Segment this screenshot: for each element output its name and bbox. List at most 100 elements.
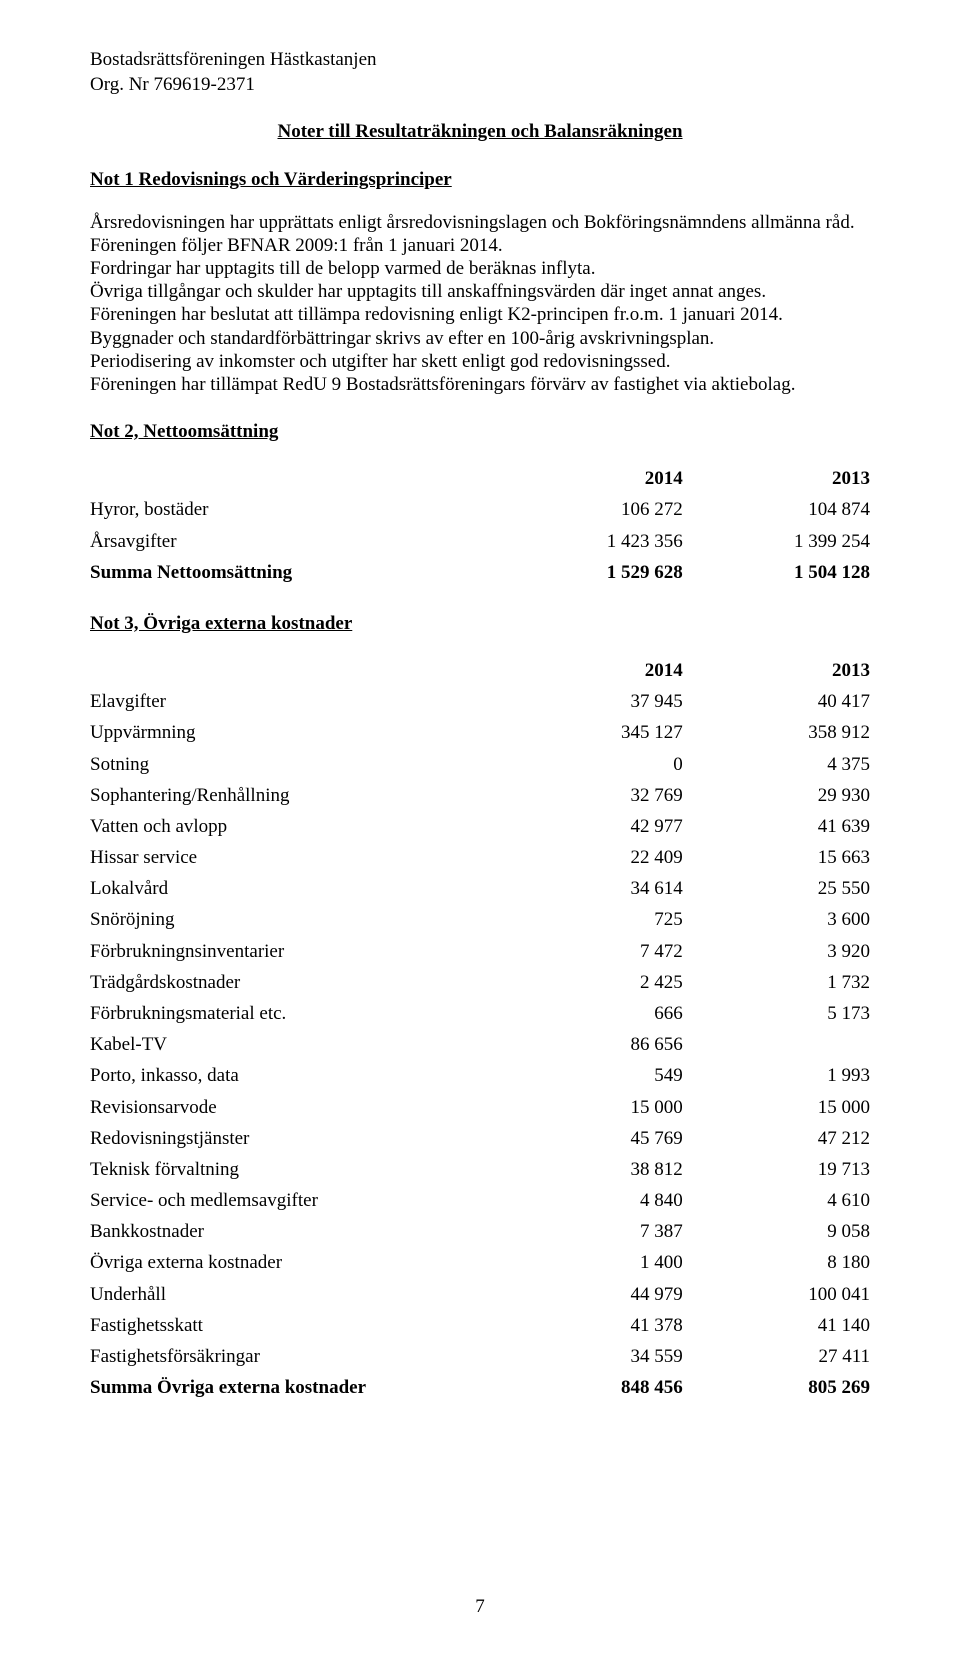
row-label: Trädgårdskostnader: [90, 967, 496, 998]
page: Bostadsrättsföreningen Hästkastanjen Org…: [0, 0, 960, 1658]
row-label: Sophantering/Renhållning: [90, 780, 496, 811]
table-row: Sophantering/Renhållning32 76929 930: [90, 780, 870, 811]
row-value-b: 4 610: [683, 1185, 870, 1216]
row-value-a: 725: [496, 904, 683, 935]
table-row: Snöröjning7253 600: [90, 904, 870, 935]
row-value-a: 34 614: [496, 873, 683, 904]
body-para: Föreningen har beslutat att tillämpa red…: [90, 303, 870, 326]
row-label: Hyror, bostäder: [90, 494, 496, 525]
row-value-b: 1 399 254: [683, 526, 870, 557]
row-value-b: 27 411: [683, 1341, 870, 1372]
year-a: 2014: [496, 655, 683, 686]
row-value-b: 1 732: [683, 967, 870, 998]
row-value-a: 0: [496, 749, 683, 780]
row-value-b: 29 930: [683, 780, 870, 811]
table-row: Sotning04 375: [90, 749, 870, 780]
row-value-b: 25 550: [683, 873, 870, 904]
not3-table: 2014 2013 Elavgifter37 94540 417Uppvärmn…: [90, 655, 870, 1403]
row-value-a: 34 559: [496, 1341, 683, 1372]
row-value-a: 2 425: [496, 967, 683, 998]
row-label: Porto, inkasso, data: [90, 1060, 496, 1091]
row-value-b: 40 417: [683, 686, 870, 717]
table-row: Underhåll44 979100 041: [90, 1279, 870, 1310]
body-para: Byggnader och standardförbättringar skri…: [90, 327, 870, 350]
sum-row: Summa Nettoomsättning 1 529 628 1 504 12…: [90, 557, 870, 588]
row-label: Vatten och avlopp: [90, 811, 496, 842]
row-label: Sotning: [90, 749, 496, 780]
row-value-a: 22 409: [496, 842, 683, 873]
row-value-a: 45 769: [496, 1123, 683, 1154]
table-row: Kabel-TV86 656: [90, 1029, 870, 1060]
not1-body: Årsredovisningen har upprättats enligt å…: [90, 211, 870, 396]
row-value-a: 4 840: [496, 1185, 683, 1216]
row-value-b: 41 639: [683, 811, 870, 842]
table-row: Lokalvård34 61425 550: [90, 873, 870, 904]
row-value-a: 15 000: [496, 1092, 683, 1123]
body-para: Årsredovisningen har upprättats enligt å…: [90, 211, 870, 257]
body-para: Fordringar har upptagits till de belopp …: [90, 257, 870, 280]
row-value-b: 358 912: [683, 717, 870, 748]
sum-label: Summa Övriga externa kostnader: [90, 1372, 496, 1403]
row-value-a: 86 656: [496, 1029, 683, 1060]
empty-cell: [90, 463, 496, 494]
table-row: Vatten och avlopp42 97741 639: [90, 811, 870, 842]
row-label: Fastighetsskatt: [90, 1310, 496, 1341]
empty-cell: [90, 655, 496, 686]
row-label: Övriga externa kostnader: [90, 1247, 496, 1278]
not2-table: 2014 2013 Hyror, bostäder 106 272 104 87…: [90, 463, 870, 588]
row-label: Årsavgifter: [90, 526, 496, 557]
year-row: 2014 2013: [90, 463, 870, 494]
not1-heading: Not 1 Redovisnings och Värderingsprincip…: [90, 168, 870, 191]
sum-value-b: 1 504 128: [683, 557, 870, 588]
row-value-a: 345 127: [496, 717, 683, 748]
year-row: 2014 2013: [90, 655, 870, 686]
row-label: Snöröjning: [90, 904, 496, 935]
row-value-a: 106 272: [496, 494, 683, 525]
row-value-b: 4 375: [683, 749, 870, 780]
table-row: Förbrukningsmaterial etc.6665 173: [90, 998, 870, 1029]
row-label: Uppvärmning: [90, 717, 496, 748]
row-value-a: 41 378: [496, 1310, 683, 1341]
row-value-a: 7 387: [496, 1216, 683, 1247]
sum-value-a: 1 529 628: [496, 557, 683, 588]
row-value-a: 32 769: [496, 780, 683, 811]
row-label: Elavgifter: [90, 686, 496, 717]
year-b: 2013: [683, 463, 870, 494]
not3-body: Elavgifter37 94540 417Uppvärmning345 127…: [90, 686, 870, 1372]
table-row: Porto, inkasso, data5491 993: [90, 1060, 870, 1091]
table-row: Fastighetsförsäkringar34 55927 411: [90, 1341, 870, 1372]
not2-heading: Not 2, Nettoomsättning: [90, 420, 870, 443]
row-label: Bankkostnader: [90, 1216, 496, 1247]
table-row: Fastighetsskatt41 37841 140: [90, 1310, 870, 1341]
row-label: Revisionsarvode: [90, 1092, 496, 1123]
body-para: Periodisering av inkomster och utgifter …: [90, 350, 870, 373]
year-a: 2014: [496, 463, 683, 494]
row-label: Redovisningstjänster: [90, 1123, 496, 1154]
page-number: 7: [0, 1595, 960, 1618]
row-label: Förbrukningnsinventarier: [90, 936, 496, 967]
row-value-b: 3 920: [683, 936, 870, 967]
table-row: Hyror, bostäder 106 272 104 874: [90, 494, 870, 525]
table-row: Hissar service22 40915 663: [90, 842, 870, 873]
sum-value-a: 848 456: [496, 1372, 683, 1403]
row-label: Teknisk förvaltning: [90, 1154, 496, 1185]
row-label: Lokalvård: [90, 873, 496, 904]
row-value-b: 41 140: [683, 1310, 870, 1341]
table-row: Trädgårdskostnader2 4251 732: [90, 967, 870, 998]
table-row: Teknisk förvaltning38 81219 713: [90, 1154, 870, 1185]
row-value-b: 104 874: [683, 494, 870, 525]
body-para: Övriga tillgångar och skulder har upptag…: [90, 280, 870, 303]
table-row: Revisionsarvode15 00015 000: [90, 1092, 870, 1123]
table-row: Redovisningstjänster45 76947 212: [90, 1123, 870, 1154]
row-value-b: 9 058: [683, 1216, 870, 1247]
row-value-a: 42 977: [496, 811, 683, 842]
row-label: Service- och medlemsavgifter: [90, 1185, 496, 1216]
row-value-b: 8 180: [683, 1247, 870, 1278]
row-value-b: 47 212: [683, 1123, 870, 1154]
table-row: Service- och medlemsavgifter4 8404 610: [90, 1185, 870, 1216]
sum-row: Summa Övriga externa kostnader 848 456 8…: [90, 1372, 870, 1403]
sum-value-b: 805 269: [683, 1372, 870, 1403]
year-b: 2013: [683, 655, 870, 686]
row-value-b: 3 600: [683, 904, 870, 935]
row-label: Förbrukningsmaterial etc.: [90, 998, 496, 1029]
